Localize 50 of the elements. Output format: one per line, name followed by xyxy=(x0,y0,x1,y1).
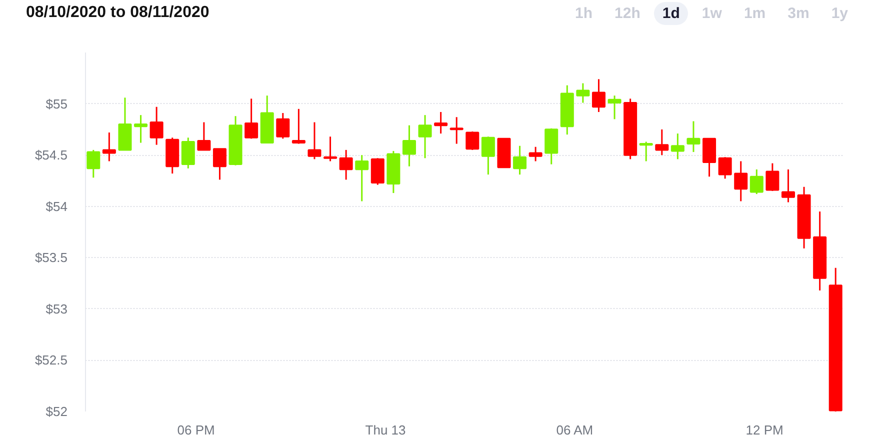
candlestick xyxy=(308,122,322,160)
y-tick-label: $53 xyxy=(46,301,68,316)
candlestick xyxy=(418,114,432,159)
candlestick xyxy=(750,168,764,195)
candlestick xyxy=(544,128,558,166)
candlestick xyxy=(276,112,290,140)
candlestick xyxy=(781,168,795,204)
chart-title: 08/10/2020 to 08/11/2020 xyxy=(26,3,210,23)
candlestick xyxy=(150,106,164,146)
candlestick xyxy=(355,154,369,202)
candlestick xyxy=(734,160,748,202)
candlestick xyxy=(450,116,464,145)
candlestick xyxy=(324,136,338,162)
candlestick xyxy=(244,98,258,140)
candlestick xyxy=(481,136,495,176)
candlestick xyxy=(702,138,716,178)
candlestick xyxy=(608,94,622,120)
x-tick-label: 06 PM xyxy=(177,422,215,438)
candlestick xyxy=(718,156,732,180)
candlestick xyxy=(670,132,684,160)
candlestick xyxy=(466,130,480,151)
y-tick-label: $52 xyxy=(46,404,68,419)
candlestick xyxy=(402,124,416,168)
candlestick xyxy=(639,140,653,162)
candlestick xyxy=(197,122,211,151)
candlestick xyxy=(292,108,306,145)
candlestick xyxy=(576,82,590,104)
candlestick xyxy=(655,128,669,156)
y-tick-label: $54 xyxy=(46,198,68,214)
candlestick xyxy=(181,136,195,170)
candlestick xyxy=(370,157,384,186)
y-tick-label: $54.5 xyxy=(34,148,68,163)
candlestick xyxy=(513,145,527,176)
candlestick xyxy=(766,162,780,192)
candlestick xyxy=(212,148,226,180)
candlestick xyxy=(86,149,100,178)
candlestick xyxy=(102,132,116,162)
x-tick-label: 12 PM xyxy=(746,422,784,438)
x-tick-label: Thu 13 xyxy=(365,422,406,438)
candlestick xyxy=(434,111,448,134)
candlestick xyxy=(528,146,542,162)
candlestick xyxy=(134,114,148,144)
y-tick-label: $55 xyxy=(46,96,68,112)
candlestick xyxy=(686,120,700,153)
y-tick-label: $53.5 xyxy=(34,250,68,266)
candlestick xyxy=(339,149,353,180)
x-tick-label: 06 AM xyxy=(556,422,594,438)
candlestick xyxy=(592,78,606,113)
y-tick-label: $52.5 xyxy=(34,352,68,368)
text: 1d xyxy=(654,2,688,25)
